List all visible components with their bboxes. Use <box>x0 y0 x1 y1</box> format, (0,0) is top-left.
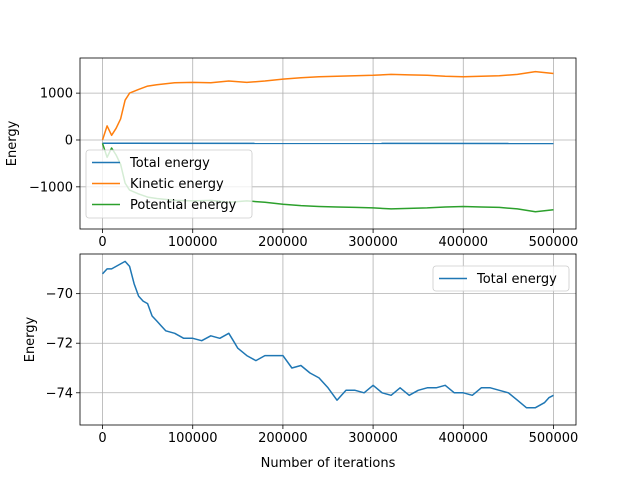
x-tick-label: 500000 <box>529 235 579 250</box>
x-tick-label: 500000 <box>529 431 579 446</box>
x-tick-label: 0 <box>98 431 106 446</box>
y-tick-label: 0 <box>65 133 73 148</box>
x-tick-label: 400000 <box>438 235 488 250</box>
legend-label: Kinetic energy <box>130 177 224 192</box>
legend: Total energy <box>432 265 570 292</box>
x-tick-label: 100000 <box>168 431 218 446</box>
legend-box <box>85 149 253 219</box>
x-tick-label: 400000 <box>438 431 488 446</box>
y-axis-label: Energy <box>5 120 20 166</box>
y-axis-label: Energy <box>23 316 38 362</box>
legend-box <box>432 265 570 292</box>
panel-1: 0 100000 200000 300000 400000 500000 −1000 0 100… <box>5 57 579 250</box>
y-tick-label: −72 <box>46 337 73 352</box>
legend: Total energy Kinetic energy Potential ener… <box>85 149 253 219</box>
series-line-2 <box>101 70 554 141</box>
panel-2: 0 100000 200000 300000 400000 500000 −74 −72 −70… <box>23 253 579 471</box>
x-tick-label: 200000 <box>258 431 308 446</box>
x-tick-label: 0 <box>98 235 106 250</box>
y-tick-label: −74 <box>46 386 73 401</box>
x-tick-label: 200000 <box>258 235 308 250</box>
axes-frame <box>79 253 577 426</box>
y-tick-label: −70 <box>46 287 73 302</box>
x-tick-label: 300000 <box>348 431 398 446</box>
axes-frame <box>79 57 577 230</box>
x-tick-label: 300000 <box>348 235 398 250</box>
x-tick-label: 100000 <box>168 235 218 250</box>
x-axis-label: Number of iterations <box>261 456 396 471</box>
legend-label: Total energy <box>476 272 557 287</box>
legend-label: Total energy <box>129 156 210 171</box>
legend-label: Potential energy <box>130 198 237 213</box>
y-tick-label: 1000 <box>40 87 73 102</box>
series-line-1 <box>101 260 554 409</box>
y-tick-label: −1000 <box>29 180 73 195</box>
